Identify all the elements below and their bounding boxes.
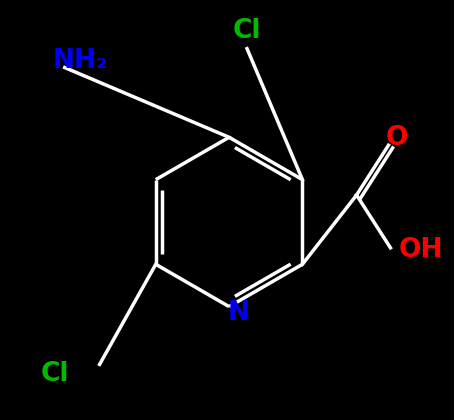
Text: Cl: Cl [40,361,69,387]
Text: O: O [385,125,408,151]
Text: OH: OH [399,237,443,263]
Text: NH₂: NH₂ [53,47,109,74]
Text: N: N [228,299,250,326]
Text: Cl: Cl [233,18,261,44]
